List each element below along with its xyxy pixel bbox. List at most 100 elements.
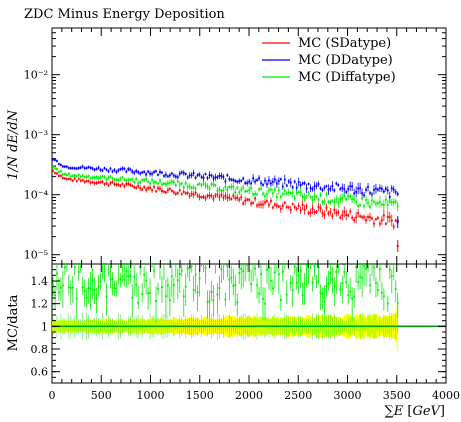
data-point (212, 183, 215, 186)
data-point (89, 177, 92, 180)
data-point (303, 182, 306, 185)
data-point (329, 210, 332, 213)
data-point (141, 179, 144, 181)
data-point (289, 208, 292, 211)
data-point (384, 198, 387, 201)
data-point (65, 174, 68, 176)
data-point (125, 179, 128, 182)
data-point (196, 183, 199, 186)
data-point (315, 195, 318, 198)
data-point (147, 187, 149, 190)
data-point (232, 194, 235, 197)
data-point (93, 168, 96, 171)
ratio-point (224, 298, 227, 301)
data-point (172, 191, 175, 194)
ratio-point (56, 272, 58, 275)
ratio-point (291, 289, 294, 292)
data-point (339, 198, 342, 200)
data-point (380, 219, 383, 222)
ratio-point (87, 287, 90, 289)
data-point (396, 244, 399, 247)
data-point (87, 175, 90, 178)
data-point (283, 201, 286, 204)
data-point (139, 172, 142, 175)
data-point (285, 192, 288, 195)
data-point (190, 192, 193, 195)
data-point (194, 176, 197, 179)
ratio-point (61, 284, 64, 287)
ratio-point (289, 281, 292, 284)
data-point (69, 175, 72, 178)
ratio-point (172, 284, 175, 286)
data-point (258, 203, 260, 206)
data-point (386, 216, 389, 218)
ratio-point (262, 298, 264, 300)
data-point (196, 194, 199, 197)
data-point (153, 185, 155, 188)
data-point (194, 191, 197, 194)
data-point (226, 196, 229, 199)
data-point (277, 189, 280, 192)
data-point (220, 193, 223, 196)
data-point (394, 200, 397, 203)
data-point (305, 187, 308, 190)
data-point (244, 190, 247, 193)
data-point (386, 189, 389, 192)
ratio-point (73, 266, 76, 269)
data-point (377, 217, 379, 219)
ratio-point (361, 276, 363, 279)
data-point (323, 200, 326, 203)
data-point (309, 187, 312, 190)
data-point (277, 205, 280, 208)
data-point (379, 222, 381, 225)
data-point (313, 195, 316, 198)
data-point (323, 213, 326, 216)
data-point (341, 186, 344, 189)
data-point (351, 185, 354, 188)
ratio-point (236, 301, 239, 304)
data-point (97, 166, 100, 169)
ratio-point (254, 267, 256, 270)
ratio-point (119, 278, 122, 280)
ratio-point (143, 273, 146, 276)
data-point (119, 184, 122, 187)
data-point (250, 202, 253, 205)
data-point (56, 172, 58, 175)
data-point (266, 193, 268, 196)
data-point (111, 177, 114, 180)
data-point (159, 187, 161, 190)
data-point (281, 185, 284, 188)
ratio-point (109, 278, 112, 281)
data-point (95, 167, 98, 170)
y-tick-label: 10⁻² (24, 69, 48, 82)
data-point (254, 180, 256, 183)
data-point (79, 175, 82, 178)
ratio-point (246, 263, 249, 266)
data-point (155, 190, 157, 193)
data-point (333, 208, 336, 211)
data-point (107, 170, 110, 173)
ratio-point (131, 296, 134, 299)
data-point (170, 190, 173, 192)
data-point (230, 186, 233, 188)
data-point (382, 214, 385, 217)
ratio-point (54, 294, 56, 296)
ratio-point (168, 299, 171, 302)
legend-label-sdatype: MC (SDatype) (298, 36, 391, 51)
data-point (212, 177, 215, 180)
y-tick-label: 1.2 (31, 298, 49, 311)
data-point (75, 167, 78, 170)
data-point (58, 171, 60, 173)
data-point (380, 187, 383, 190)
data-point (262, 183, 264, 186)
ratio-point (379, 268, 381, 271)
ratio-point (228, 278, 231, 281)
ratio-point (232, 284, 235, 287)
data-point (127, 182, 130, 185)
data-point (172, 181, 175, 183)
data-point (307, 211, 310, 214)
data-point (105, 182, 108, 185)
data-point (204, 197, 207, 200)
data-point (315, 184, 318, 187)
data-point (85, 167, 88, 169)
